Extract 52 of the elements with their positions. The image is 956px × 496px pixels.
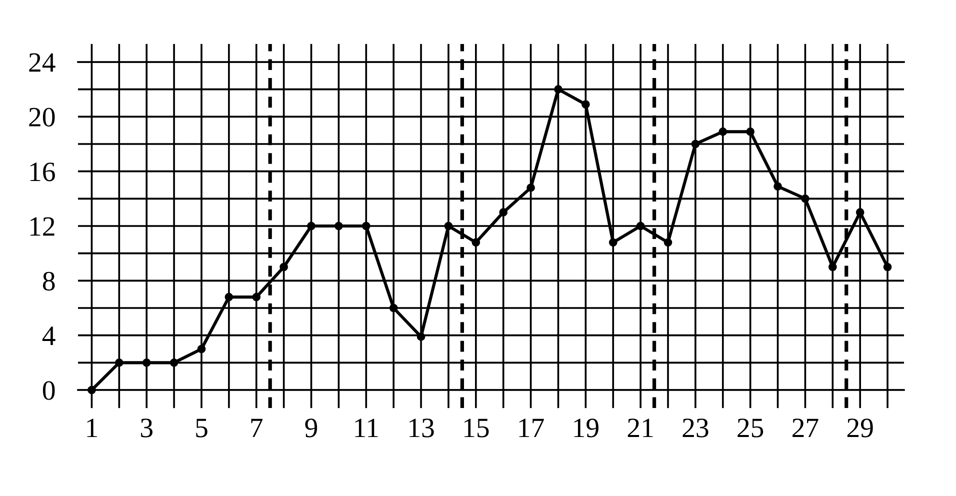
y-tick-label: 12 [30, 217, 54, 236]
x-tick-label: 23 [682, 418, 708, 438]
x-tick-label: 1 [87, 418, 97, 438]
y-tick-label: 0 [42, 381, 55, 400]
point [114, 358, 124, 367]
point [828, 262, 837, 272]
point [334, 222, 343, 230]
point [389, 304, 398, 312]
x-tick-label: 13 [410, 418, 434, 438]
x-tick-label: 5 [196, 418, 208, 438]
point [664, 238, 672, 247]
point [197, 344, 206, 354]
y-tick-label: 16 [30, 162, 55, 182]
x-tick-label: 15 [464, 418, 489, 438]
point [608, 238, 618, 247]
point [718, 128, 728, 136]
y-tick-label: 24 [29, 53, 56, 72]
x-tick-label: 29 [847, 418, 873, 438]
point [307, 222, 316, 230]
x-tick-label: 19 [574, 418, 598, 438]
x-tick-label: 9 [305, 418, 318, 438]
x-tick-label: 21 [628, 418, 653, 438]
x-tick-label: 25 [738, 418, 764, 438]
point [691, 140, 700, 148]
point [472, 238, 480, 247]
x-tick-label: 17 [519, 418, 544, 438]
point [636, 222, 645, 230]
x-tick-label: 11 [355, 418, 378, 438]
y-tick-label: 20 [29, 108, 55, 127]
x-tick-label: 7 [251, 418, 263, 438]
point [774, 182, 782, 191]
point [554, 85, 562, 94]
point [224, 292, 234, 302]
x-tick-label: 3 [140, 418, 152, 438]
point [883, 262, 892, 272]
y-tick-label: 8 [42, 272, 55, 291]
point [746, 128, 754, 136]
point [142, 358, 151, 367]
point [856, 208, 864, 216]
y-tick-label: 4 [42, 326, 56, 345]
point [88, 386, 96, 394]
point [170, 358, 178, 367]
point [582, 100, 590, 109]
point [362, 222, 370, 230]
point [499, 208, 508, 216]
point [252, 292, 261, 302]
point [801, 194, 810, 203]
point [444, 222, 453, 230]
point [280, 262, 288, 272]
point [526, 184, 535, 192]
point [416, 332, 426, 341]
x-tick-label: 27 [792, 418, 818, 438]
